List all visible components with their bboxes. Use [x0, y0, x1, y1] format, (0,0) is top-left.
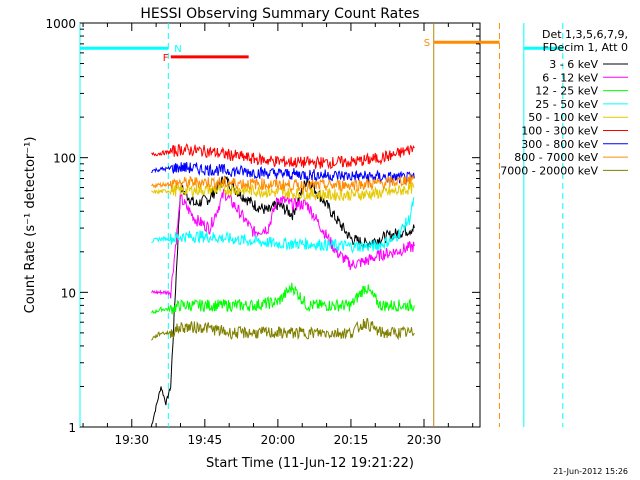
legend-label-8: 7000 - 20000 keV: [500, 164, 598, 177]
legend: Det 1,3,5,6,7,9, FDecim 1, Att 0 3 - 6 k…: [500, 28, 628, 177]
series-line-8: [151, 317, 415, 341]
legend-label-1: 6 - 12 keV: [542, 71, 598, 84]
y-axis-label: Count Rate (s⁻¹ detector⁻¹): [23, 137, 38, 314]
annotation-f: F: [163, 53, 169, 64]
y-tick-label-2: 100: [53, 152, 76, 166]
y-axis: 1 10 100 1000: [45, 17, 480, 435]
legend-label-5: 100 - 300 keV: [521, 125, 598, 138]
series-line-3: [151, 197, 415, 255]
x-tick-label-4: 20:30: [407, 433, 442, 447]
plot-frame: [79, 22, 481, 428]
series-layer: [150, 143, 415, 428]
x-tick-label-0: 19:30: [114, 433, 149, 447]
annotation-s: S: [424, 38, 430, 49]
series-line-5: [151, 143, 415, 170]
series-line-2: [150, 282, 415, 315]
series-line-4: [151, 182, 415, 202]
x-tick-label-3: 20:15: [334, 433, 369, 447]
legend-header-line-2: FDecim 1, Att 0: [543, 41, 628, 54]
legend-header-line-1: Det 1,3,5,6,7,9,: [542, 28, 628, 41]
x-axis-label: Start Time (11-Jun-12 19:21:22): [206, 456, 414, 471]
legend-label-6: 300 - 800 keV: [521, 138, 598, 151]
date-stamp: 21-Jun-2012 15:26: [553, 467, 628, 476]
legend-label-2: 12 - 25 keV: [535, 85, 598, 98]
legend-label-4: 50 - 100 keV: [528, 111, 598, 124]
legend-label-7: 800 - 7000 keV: [514, 151, 598, 164]
series-line-7: [151, 173, 415, 194]
x-axis: 19:30 19:45 20:00 20:15 20:30: [82, 23, 474, 447]
y-tick-label-3: 1000: [45, 17, 76, 31]
marker-layer: NF S: [79, 23, 564, 427]
x-tick-label-1: 19:45: [188, 433, 223, 447]
legend-label-3: 25 - 50 keV: [535, 98, 598, 111]
annotation-n: N: [174, 44, 181, 55]
legend-label-0: 3 - 6 keV: [549, 58, 598, 71]
series-line-0: [150, 175, 415, 428]
series-line-6: [151, 161, 415, 185]
y-tick-label-1: 10: [61, 286, 76, 300]
y-tick-label-0: 1: [68, 421, 76, 435]
series-line-1: [151, 188, 415, 299]
x-tick-label-2: 20:00: [261, 433, 296, 447]
chart-title: HESSI Observing Summary Count Rates: [140, 6, 419, 22]
plot-area: [79, 22, 481, 428]
